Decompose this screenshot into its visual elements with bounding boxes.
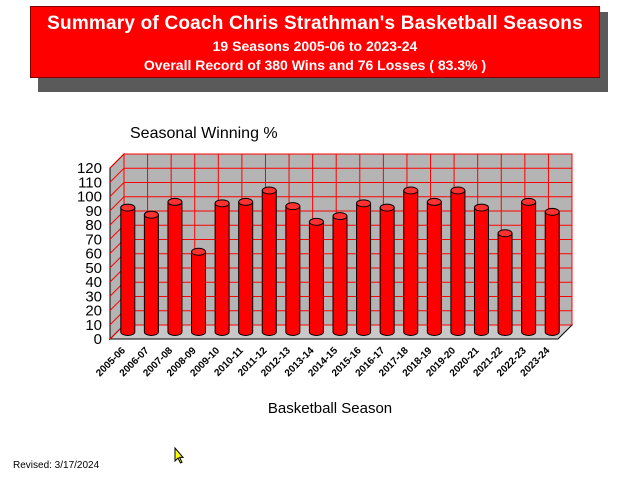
bar xyxy=(332,215,348,336)
bar-top xyxy=(521,197,537,206)
bar-top xyxy=(403,186,419,195)
banner-title: Summary of Coach Chris Strathman's Baske… xyxy=(47,13,583,34)
y-tick-label: 70 xyxy=(85,231,102,248)
bar xyxy=(497,232,513,336)
y-tick-label: 110 xyxy=(78,174,102,191)
mouse-pointer-icon xyxy=(174,447,184,464)
y-tick-label: 50 xyxy=(85,260,102,277)
bar-top xyxy=(450,186,466,195)
bar xyxy=(191,251,207,336)
bar xyxy=(473,207,489,336)
bar-top xyxy=(120,203,136,212)
y-tick-label: 10 xyxy=(85,317,102,334)
bar xyxy=(521,201,537,336)
gridline-side xyxy=(109,196,125,212)
bar xyxy=(238,201,254,336)
bar-top xyxy=(379,203,395,212)
banner-subtitle-record: Overall Record of 380 Wins and 76 Losses… xyxy=(143,57,487,73)
bar-top xyxy=(473,203,489,212)
bar-top xyxy=(544,207,560,216)
bar xyxy=(403,190,419,336)
bar xyxy=(356,202,372,336)
bar-top xyxy=(214,199,230,208)
bar xyxy=(167,201,183,336)
bar xyxy=(143,214,159,336)
bar xyxy=(214,202,230,336)
bar-top xyxy=(332,212,348,221)
bar xyxy=(379,207,395,336)
y-tick-label: 90 xyxy=(85,203,102,220)
bar-top xyxy=(261,186,277,195)
y-tick-label: 100 xyxy=(77,189,102,206)
bar xyxy=(285,205,301,336)
bar-top xyxy=(308,217,324,226)
y-tick-label: 80 xyxy=(85,217,102,234)
bar-top xyxy=(497,229,513,238)
gridline-side xyxy=(109,167,125,183)
plot-area: 01020304050607080901001101202005-062006-… xyxy=(77,152,574,379)
bar-top xyxy=(285,202,301,211)
y-tick-label: 0 xyxy=(94,331,102,348)
bar xyxy=(544,211,560,336)
gridline-side xyxy=(109,153,125,169)
bar xyxy=(120,207,136,336)
bar-top xyxy=(143,210,159,219)
title-banner: Summary of Coach Chris Strathman's Baske… xyxy=(30,6,600,78)
bar xyxy=(450,190,466,336)
bar xyxy=(261,190,277,336)
bar-top xyxy=(238,197,254,206)
chart-title: Seasonal Winning % xyxy=(130,125,278,142)
bar-top xyxy=(426,197,442,206)
y-tick-label: 40 xyxy=(85,274,102,291)
bar-top xyxy=(167,197,183,206)
x-axis-label: Basketball Season xyxy=(268,400,392,417)
bar xyxy=(426,201,442,336)
gridline-side xyxy=(109,182,125,197)
bar xyxy=(308,221,324,336)
bar-top xyxy=(191,247,207,256)
y-tick-label: 60 xyxy=(85,246,102,263)
y-tick-label: 20 xyxy=(85,303,102,320)
y-tick-label: 120 xyxy=(77,160,102,177)
banner-subtitle-seasons: 19 Seasons 2005-06 to 2023-24 xyxy=(212,38,418,54)
bar-top xyxy=(356,199,372,208)
revised-date: Revised: 3/17/2024 xyxy=(13,460,100,471)
y-tick-label: 30 xyxy=(85,288,102,305)
